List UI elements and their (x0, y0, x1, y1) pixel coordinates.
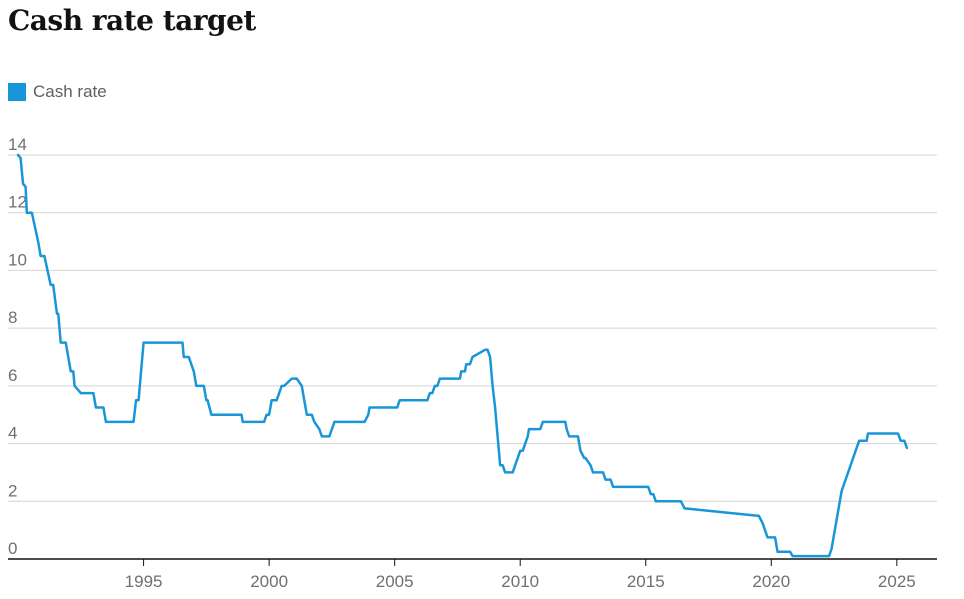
legend-label-cash-rate: Cash rate (33, 82, 107, 101)
grid-lines (8, 154, 937, 502)
x-tick-label-2005: 2005 (376, 572, 414, 591)
y-tick-label-2: 2 (8, 481, 17, 500)
legend: Cash rate (8, 82, 107, 102)
series-line-cash-rate (16, 153, 909, 558)
y-axis-ticks: 0 2 4 6 8 10 12 14 (8, 135, 27, 558)
y-tick-label-6: 6 (8, 366, 17, 385)
x-tick-label-2025: 2025 (878, 572, 916, 591)
x-tick-label-2015: 2015 (627, 572, 665, 591)
y-tick-label-14: 14 (8, 135, 27, 154)
legend-swatch-cash-rate (8, 83, 26, 101)
x-tick-label-2020: 2020 (752, 572, 790, 591)
x-tick-label-2000: 2000 (250, 572, 288, 591)
y-tick-label-8: 8 (8, 308, 17, 327)
chart-title: Cash rate target (8, 4, 256, 37)
x-tick-label-2010: 2010 (501, 572, 539, 591)
y-tick-label-4: 4 (8, 424, 17, 443)
y-tick-label-10: 10 (8, 250, 27, 269)
y-tick-label-0: 0 (8, 539, 17, 558)
x-axis-ticks: 1995 2000 2005 2010 2015 2020 2025 (125, 559, 916, 591)
x-tick-label-1995: 1995 (125, 572, 163, 591)
y-tick-label-12: 12 (8, 193, 27, 212)
